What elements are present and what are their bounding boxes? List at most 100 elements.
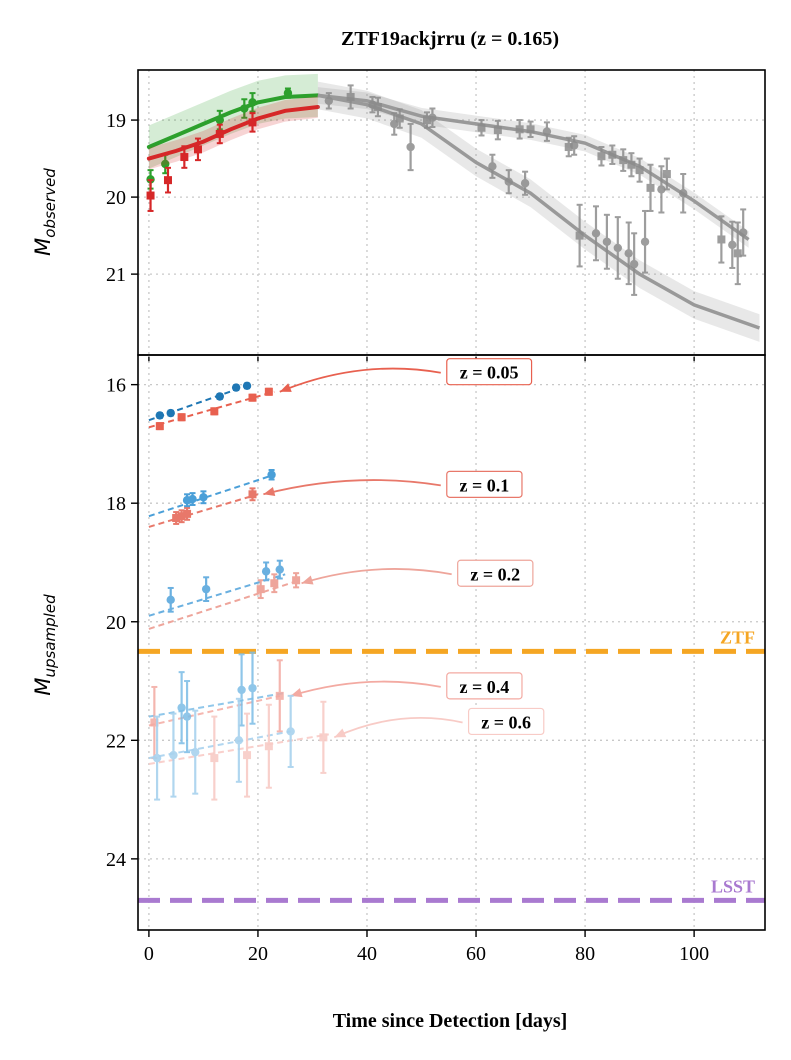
top-ytick-label-2: 21 xyxy=(106,264,126,286)
top-point-gray-20 xyxy=(591,205,601,262)
group-2-red-point-1 xyxy=(270,573,279,594)
top-point-gray-32 xyxy=(657,165,666,214)
group-4-red-point-1 xyxy=(243,712,252,798)
top-panel: 19 20 21 xyxy=(106,69,766,362)
group-4-blue-point-3 xyxy=(234,697,244,783)
group-4-red-point-2 xyxy=(264,703,273,789)
bottom-panel: 16 18 20 22 24 0 20 40 60 80 100 ZTF LSST z = 0.05 z =… xyxy=(106,354,766,965)
top-point-gray-28 xyxy=(629,232,639,296)
group-0-label-box xyxy=(446,358,533,386)
top-fit-a-gray xyxy=(317,93,761,330)
group-0-red-point-4 xyxy=(264,387,273,396)
group-0-blue-point-2 xyxy=(215,392,224,401)
group-1-blue-point-2-marker xyxy=(199,493,208,502)
group-1-blue-point-1 xyxy=(188,492,197,506)
top-point-green-1-marker xyxy=(161,159,170,169)
group-2-red-point-2-marker xyxy=(292,576,301,585)
group-3-blue-point-3 xyxy=(248,651,257,725)
top-fit-red xyxy=(146,105,320,161)
top-point-gray-8-marker xyxy=(428,113,437,122)
group-2-red-line xyxy=(148,580,297,630)
top-point-gray-27-marker xyxy=(627,160,636,169)
group-0-red-point-3 xyxy=(248,393,257,402)
group-0-blue-point-3 xyxy=(231,383,241,392)
top-point-gray-10-marker xyxy=(488,162,497,171)
top-point-red-3-marker xyxy=(193,145,202,154)
group-2-blue-point-0-marker xyxy=(166,595,175,605)
top-point-gray-24-marker xyxy=(613,243,622,253)
group-0-blue-point-1 xyxy=(166,408,175,418)
top-point-gray-31 xyxy=(646,163,655,212)
top-point-gray-14-marker xyxy=(520,179,530,188)
group-1-red-point-3 xyxy=(248,487,257,502)
limit-label-ztf: ZTF xyxy=(720,627,755,647)
top-point-red-4-marker xyxy=(215,129,224,138)
group-0-red-point-4-marker xyxy=(264,387,273,396)
group-0-blue-point-0-marker xyxy=(155,411,165,420)
top-y-axis-label: Mobserved xyxy=(31,168,59,256)
group-1-red-point-0 xyxy=(172,511,181,525)
group-1-blue-point-3 xyxy=(267,469,276,481)
group-3-label: z = 0.4 xyxy=(459,677,509,697)
group-3-blue-point-1 xyxy=(182,680,192,754)
bottom-ytick-label-2: 20 xyxy=(106,612,126,634)
top-point-gray-6 xyxy=(406,122,415,172)
top-point-gray-13 xyxy=(515,119,524,140)
group-0-red-point-3-marker xyxy=(248,393,257,402)
bottom-ytick-label-3: 22 xyxy=(106,730,126,752)
top-point-gray-6-marker xyxy=(406,142,415,152)
group-4-arrow-head xyxy=(334,728,347,738)
top-point-gray-25-marker xyxy=(619,156,628,165)
top-point-red-0 xyxy=(146,179,155,212)
group-4-blue-point-1-marker xyxy=(169,750,178,760)
top-point-gray-31-marker xyxy=(646,183,655,192)
top-point-gray-9 xyxy=(477,119,486,137)
top-point-gray-12 xyxy=(504,169,513,195)
top-point-gray-26-marker xyxy=(624,249,633,258)
top-point-gray-32-marker xyxy=(657,185,666,194)
group-2-red-point-2 xyxy=(292,572,301,589)
group-2-blue-point-3-marker xyxy=(275,565,284,574)
bottom-ytick-label-1: 18 xyxy=(106,493,126,515)
group-3-blue-point-0 xyxy=(177,671,186,745)
top-point-gray-38 xyxy=(738,208,748,257)
top-point-gray-14 xyxy=(520,170,530,196)
group-2-label-box xyxy=(457,559,534,587)
group-4-label-box xyxy=(467,707,545,736)
group-0-red-point-1 xyxy=(177,413,186,422)
top-point-gray-35-marker xyxy=(717,235,726,244)
bottom-xtick-label-3: 60 xyxy=(466,943,486,965)
bottom-ytick-label-0: 16 xyxy=(106,375,126,397)
top-point-green-4 xyxy=(248,92,257,113)
top-point-gray-15 xyxy=(526,120,535,139)
group-4-blue-point-0-marker xyxy=(152,753,162,763)
group-0-red-point-0-marker xyxy=(155,422,164,431)
group-4-red-point-0-marker xyxy=(210,754,219,763)
top-point-gray-0-marker xyxy=(324,96,334,106)
top-point-gray-19-marker xyxy=(575,231,584,240)
group-4-label: z = 0.6 xyxy=(481,712,531,732)
bottom-xtick-label-4: 80 xyxy=(575,943,595,965)
top-point-red-4 xyxy=(215,123,224,145)
top-point-gray-11 xyxy=(493,119,502,141)
group-1-label-box xyxy=(446,470,523,498)
bottom-y-axis-label: Mupsampled xyxy=(31,594,59,696)
group-2-blue-point-3 xyxy=(275,559,284,580)
group-1-blue-point-1-marker xyxy=(188,494,197,504)
group-0-label: z = 0.05 xyxy=(460,363,519,383)
top-point-gray-22 xyxy=(602,213,612,270)
top-point-gray-36-marker xyxy=(728,240,737,250)
group-2-blue-point-1 xyxy=(201,576,211,603)
group-3-arrow xyxy=(290,680,441,697)
group-1-red-line xyxy=(148,493,259,528)
group-2-label: z = 0.2 xyxy=(470,564,520,584)
top-band-a-gray xyxy=(317,81,760,342)
group-0-blue-line xyxy=(148,386,242,422)
bottom-xtick-label-2: 40 xyxy=(357,943,377,965)
group-4-blue-point-4 xyxy=(286,694,295,768)
group-2-blue-point-2-marker xyxy=(261,567,271,576)
top-point-green-5-marker xyxy=(283,88,293,98)
group-0-blue-point-1-marker xyxy=(166,408,175,418)
group-2-arrow xyxy=(301,568,452,585)
top-point-gray-1-marker xyxy=(346,92,355,101)
